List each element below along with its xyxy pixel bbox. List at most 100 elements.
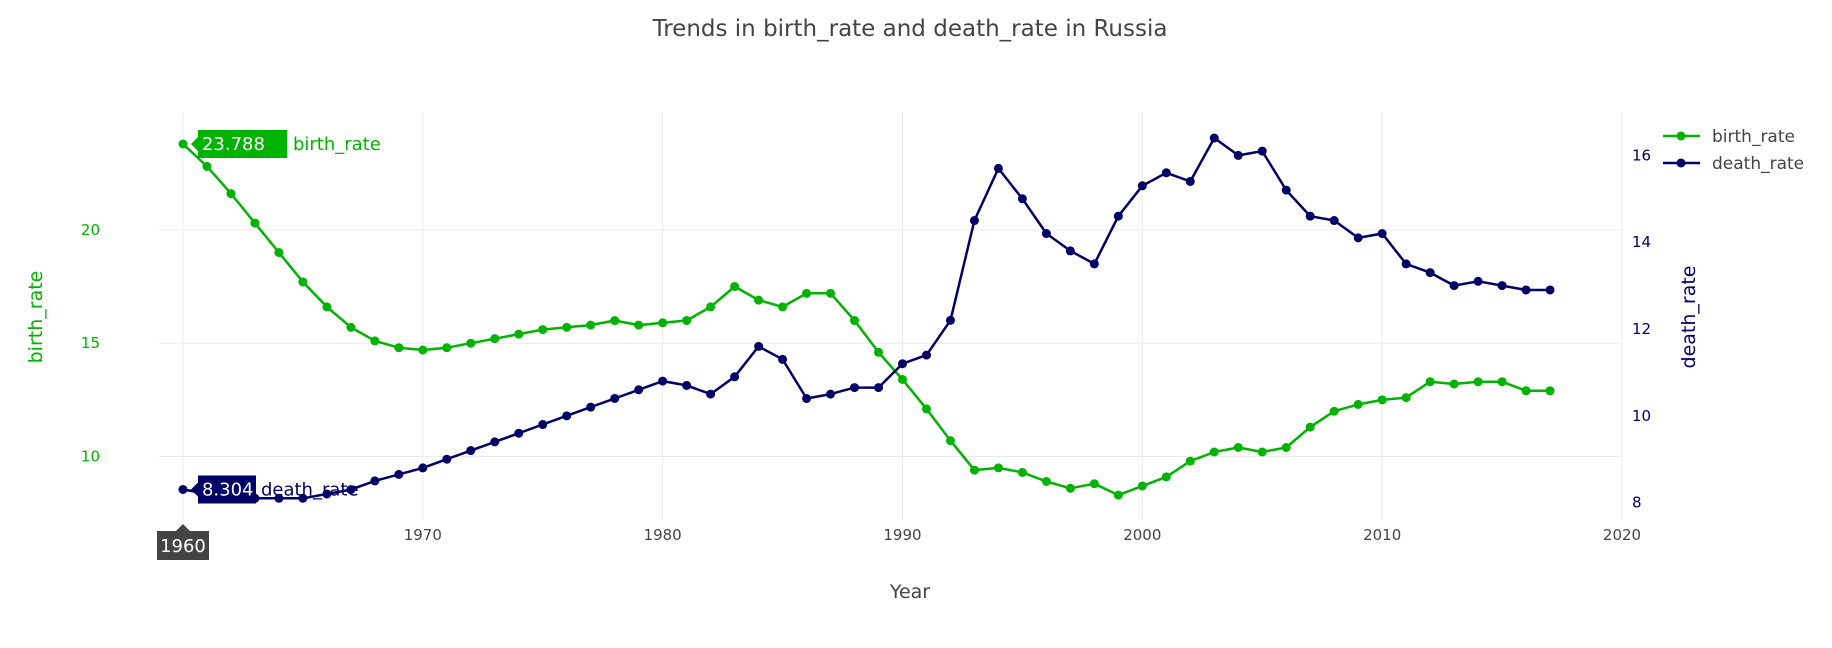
data-point-death_rate [346, 485, 356, 495]
data-point-death_rate [874, 383, 884, 393]
data-point-birth_rate [921, 404, 931, 414]
data-point-death_rate [466, 446, 476, 456]
data-point-death_rate [1473, 276, 1483, 286]
y-left-axis-title: birth_rate [25, 271, 47, 364]
data-point-birth_rate [682, 316, 692, 326]
data-point-birth_rate [826, 288, 836, 298]
data-point-death_rate [1281, 185, 1291, 195]
data-point-death_rate [1041, 229, 1051, 239]
data-point-birth_rate [610, 316, 620, 326]
data-point-birth_rate [1281, 442, 1291, 452]
grid [159, 112, 1623, 520]
data-point-birth_rate [1449, 379, 1459, 389]
data-point-death_rate [586, 402, 596, 412]
data-point-death_rate [562, 411, 572, 421]
data-point-death_rate [442, 454, 452, 464]
data-point-death_rate [945, 315, 955, 325]
y-left-tick-label: 15 [81, 334, 100, 352]
data-point-death_rate [1137, 181, 1147, 191]
legend-marker [1676, 131, 1686, 141]
data-point-birth_rate [874, 347, 884, 357]
data-point-birth_rate [969, 465, 979, 475]
data-point-birth_rate [418, 345, 428, 355]
hover-box-birth [190, 130, 287, 159]
y-right-tick-label: 14 [1632, 233, 1651, 251]
data-point-birth_rate [1041, 476, 1051, 486]
y-right-tick-label: 12 [1632, 320, 1651, 338]
hover-x-label: 1960 [160, 536, 206, 557]
series-line-birth_rate [182, 143, 1550, 497]
data-point-death_rate [490, 437, 500, 447]
data-point-death_rate [394, 469, 404, 479]
data-point-birth_rate [562, 322, 572, 332]
legend-item-death_rate[interactable]: death_rate [1663, 154, 1804, 174]
legend[interactable]: birth_rate death_rate [1663, 127, 1804, 174]
x-tick-label: 2000 [1123, 526, 1161, 544]
data-point-birth_rate [538, 325, 548, 335]
data-point-death_rate [682, 380, 692, 390]
data-point-birth_rate [754, 295, 764, 305]
axes-layer: 1970 1980 1990 2000 2010 2020 10 15 20 8 10 12 14 16 Y… [25, 146, 1700, 603]
y-left-tick-label: 20 [81, 221, 100, 239]
data-point-birth_rate [850, 316, 860, 326]
data-point-birth_rate [1089, 479, 1099, 489]
data-point-birth_rate [1161, 472, 1171, 482]
data-point-birth_rate [1017, 467, 1027, 477]
x-axis-title: Year [889, 581, 930, 603]
data-point-birth_rate [634, 320, 644, 330]
legend-item-birth_rate[interactable]: birth_rate [1663, 127, 1795, 147]
data-point-death_rate [634, 385, 644, 395]
data-point-birth_rate [202, 161, 212, 171]
data-point-death_rate [418, 463, 428, 473]
hover-box-x [156, 524, 209, 560]
data-point-birth_rate [1257, 447, 1267, 457]
data-point-birth_rate [778, 302, 788, 312]
data-point-birth_rate [897, 374, 907, 384]
data-point-death_rate [610, 393, 620, 403]
data-point-death_rate [1089, 259, 1099, 269]
data-point-birth_rate [1545, 386, 1555, 396]
data-point-death_rate [1233, 150, 1243, 160]
hover-value-birth: 23.788 [202, 134, 265, 155]
hover-value-death: 8.304 [202, 479, 254, 500]
hover-box-death [190, 475, 256, 504]
data-point-birth_rate [1425, 377, 1435, 387]
data-point-death_rate [1329, 216, 1339, 226]
data-point-birth_rate [514, 329, 524, 339]
x-tick-label: 1990 [883, 526, 921, 544]
series-layer [178, 133, 1555, 503]
data-point-death_rate [1521, 285, 1531, 295]
data-point-death_rate [1257, 146, 1267, 156]
data-point-birth_rate [730, 282, 740, 292]
data-point-birth_rate [1329, 406, 1339, 416]
data-point-death_rate [778, 354, 788, 364]
data-point-death_rate [658, 376, 668, 386]
data-point-death_rate [274, 493, 284, 503]
data-point-death_rate [298, 493, 308, 503]
data-point-birth_rate [1353, 399, 1363, 409]
data-point-birth_rate [274, 248, 284, 258]
data-point-birth_rate [945, 436, 955, 446]
hover-name-death: death_rate [261, 479, 359, 500]
data-point-death_rate [1377, 229, 1387, 239]
data-point-death_rate [1401, 259, 1411, 269]
data-point-birth_rate [394, 343, 404, 353]
data-point-birth_rate [658, 318, 668, 328]
data-point-death_rate [1449, 281, 1459, 291]
series-line-death_rate [182, 136, 1550, 500]
legend-label: death_rate [1712, 154, 1804, 174]
data-point-death_rate [1545, 285, 1555, 295]
data-point-birth_rate [1233, 442, 1243, 452]
y-right-tick-label: 10 [1632, 407, 1651, 425]
data-point-death_rate [178, 484, 188, 494]
data-point-death_rate [1161, 168, 1171, 178]
y-left-tick-label: 10 [81, 448, 100, 466]
data-point-birth_rate [586, 320, 596, 330]
data-point-death_rate [921, 350, 931, 360]
data-point-birth_rate [370, 336, 380, 346]
data-point-death_rate [850, 383, 860, 393]
y-right-tick-label: 8 [1632, 494, 1642, 512]
data-point-birth_rate [1185, 456, 1195, 466]
